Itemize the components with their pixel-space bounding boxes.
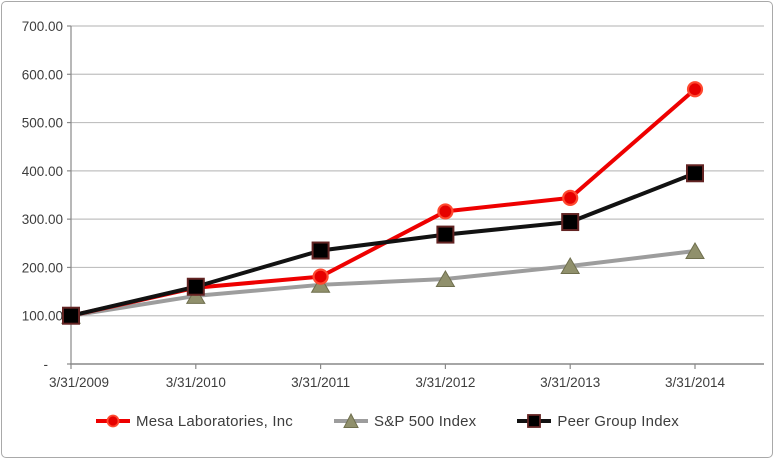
data-point-triangle-marker — [435, 270, 456, 288]
legend-item-mesa-laboratories-inc: Mesa Laboratories, Inc — [95, 412, 293, 430]
data-point-square-marker — [686, 164, 704, 183]
data-point-square-marker — [311, 241, 330, 260]
y-axis-tick-label: 200.00 — [22, 260, 63, 275]
x-axis-tick-label: 3/31/2014 — [665, 375, 726, 390]
x-axis-tick-label: 3/31/2011 — [291, 375, 350, 390]
data-point-square-marker — [186, 277, 205, 296]
x-axis-tick-label: 3/31/2010 — [166, 375, 226, 390]
y-axis-tick-label: 700.00 — [22, 19, 63, 34]
legend-item-s-p-500-index: S&P 500 Index — [333, 412, 476, 430]
peer-group-index-legend-marker-icon — [517, 414, 552, 428]
chart-legend: Mesa Laboratories, Inc S&P 500 Index Peer … — [2, 412, 772, 430]
data-point-circle-marker — [686, 81, 704, 98]
y-axis-tick-label: 300.00 — [22, 212, 63, 227]
data-point-triangle-marker — [685, 242, 705, 260]
legend-label: Peer Group Index — [557, 412, 679, 430]
s-p-500-index-legend-marker-icon — [333, 412, 368, 428]
series-line — [69, 171, 697, 318]
data-point-square-marker — [561, 213, 580, 232]
legend-label: Mesa Laboratories, Inc — [136, 412, 293, 430]
data-point-circle-marker — [312, 268, 329, 285]
x-axis-tick-label: 3/31/2013 — [540, 375, 600, 390]
x-axis-tick-label: 3/31/2012 — [415, 375, 475, 390]
y-axis-tick-label: 600.00 — [22, 67, 63, 82]
data-point-circle-marker — [437, 203, 454, 220]
stock-performance-line-chart: 700.00 600.00 500.00 400.00 300.00 200.00 100.… — [22, 19, 764, 390]
x-axis-tick-label: 3/31/2009 — [49, 375, 109, 390]
mesa-laboratories-inc-legend-marker-icon — [96, 414, 130, 428]
y-axis-tick-label: 400.00 — [22, 164, 63, 179]
y-axis-tick-label: 100.00 — [22, 309, 63, 324]
legend-label: S&P 500 Index — [373, 412, 477, 430]
y-axis-tick-label: 500.00 — [22, 116, 63, 131]
legend-item-peer-group-index: Peer Group Index — [516, 412, 679, 430]
y-axis-tick-label: - — [44, 357, 49, 372]
data-point-circle-marker — [562, 189, 579, 206]
data-point-square-marker — [436, 225, 455, 244]
series-line — [69, 249, 697, 318]
data-point-triangle-marker — [560, 256, 581, 274]
data-point-square-marker — [62, 306, 80, 325]
